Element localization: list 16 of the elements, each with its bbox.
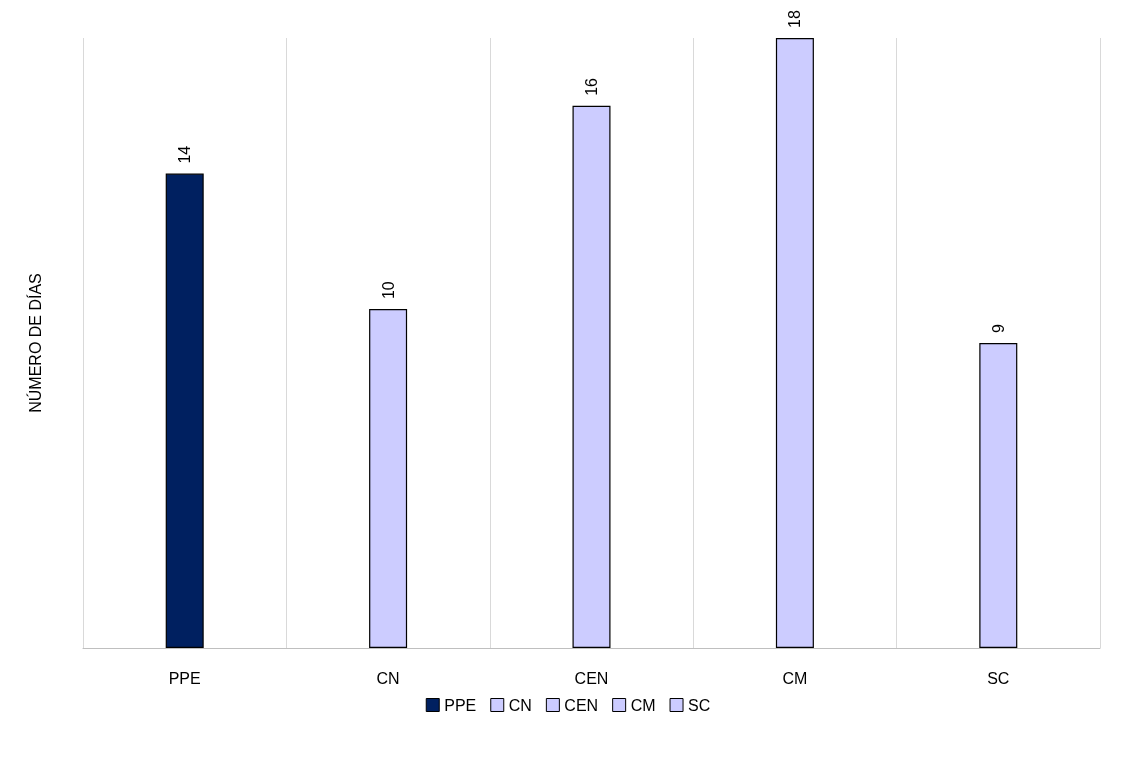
legend-label: PPE (444, 696, 477, 714)
legend-label: SC (688, 696, 711, 714)
data-label: 14 (176, 145, 194, 164)
x-tick-label: CM (782, 669, 808, 687)
legend-label: CEN (564, 696, 599, 714)
y-axis-title: NÚMERO DE DÍAS (25, 273, 44, 413)
legend-label: CN (508, 696, 532, 714)
data-label: 18 (786, 10, 804, 28)
x-tick-label: CN (376, 669, 400, 687)
data-label: 10 (379, 281, 397, 300)
x-tick-label: SC (987, 669, 1010, 687)
x-tick-label: PPE (168, 669, 201, 687)
legend-label: CM (630, 696, 656, 714)
data-label: 9 (989, 324, 1007, 333)
data-label: 16 (583, 77, 600, 96)
x-tick-label: CEN (574, 669, 609, 687)
